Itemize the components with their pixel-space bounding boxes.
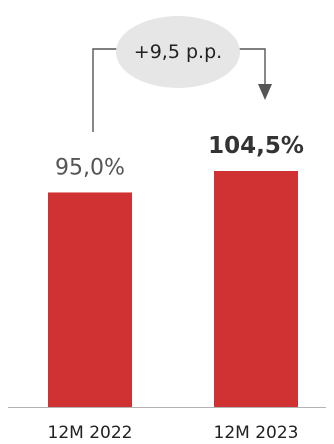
delta-label: +9,5 p.p. [134,41,222,63]
bars-group [48,171,298,407]
value-label-2: 104,5% [208,133,304,159]
value-label-1: 95,0% [55,155,125,180]
annotation-group: +9,5 p.p. [92,16,272,132]
delta-connector-line [92,48,266,132]
bar-1 [48,192,132,407]
category-label-1: 12M 2022 [48,423,133,443]
delta-bubble [116,16,240,88]
delta-arrowhead [258,84,272,100]
bar-2 [214,171,298,407]
labels-group: 95,0% 12M 2022 104,5% 12M 2023 [48,133,304,443]
category-label-2: 12M 2023 [214,423,299,443]
